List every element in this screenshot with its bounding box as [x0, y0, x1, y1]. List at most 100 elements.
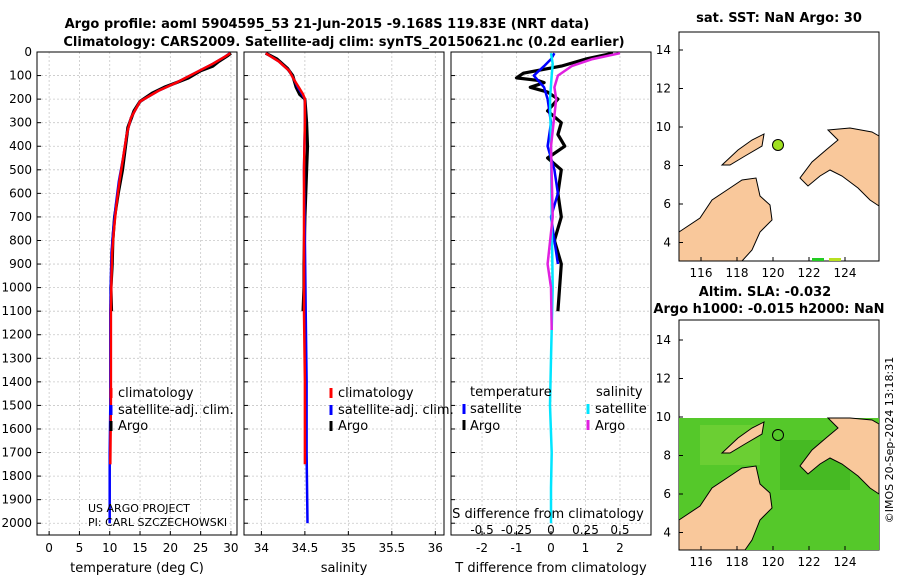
x-axis-label: T difference from climatology	[454, 561, 647, 576]
sst-map-title: sat. SST: NaN Argo: 30	[696, 11, 862, 26]
sla-map-subtitle: Argo h1000: -0.015 h2000: NaN	[653, 302, 884, 317]
legend-label-satellite: satellite-adj. clim.	[118, 403, 234, 418]
x-tick-label: 36	[428, 541, 443, 555]
series-line	[514, 51, 614, 312]
y-tick-label: 0	[24, 45, 32, 59]
x-tick-label: -2	[476, 541, 488, 555]
legend-label-satellite: satellite-adj. clim.	[338, 403, 454, 418]
map-y-tick-label: 10	[656, 410, 671, 424]
sst-map: 116 118 120 122 124 14 12 10 8 6 4	[656, 31, 880, 280]
timestamp: ©IMOS 20-Sep-2024 13:18:31	[883, 357, 896, 523]
sla-map: 116 118 120 122 124 14 12 10 8 6 4	[656, 319, 880, 569]
y-tick-label: 1600	[1, 422, 32, 436]
legend-label-argo: Argo	[338, 419, 368, 434]
series-line	[109, 51, 232, 312]
x-tick-label: 5	[76, 541, 84, 555]
y-tick-label: 1300	[1, 351, 32, 365]
y-tick-label: 1400	[1, 375, 32, 389]
x-tick-label: 35.5	[378, 541, 405, 555]
x-tick-label: 34	[254, 541, 269, 555]
x-tick-label: -1	[511, 541, 523, 555]
legend-title-temperature: temperature	[470, 385, 552, 400]
legend-label-climatology: climatology	[338, 386, 414, 401]
difference-panel: -2 -1 0 1 2 T difference from climatology	[450, 51, 652, 576]
project-name: US ARGO PROJECT	[88, 502, 190, 515]
map-y-tick-label: 14	[656, 333, 671, 347]
map-x-tick-label: 116	[690, 555, 713, 569]
legend-label-argo-sal: Argo	[595, 419, 625, 434]
land-flores	[799, 127, 880, 207]
map-x-tick-label: 120	[762, 266, 785, 280]
x-tick-label: 10	[102, 541, 117, 555]
y-tick-label: 1100	[1, 304, 32, 318]
float-position-marker	[772, 429, 784, 441]
map-y-tick-label: 12	[656, 82, 671, 96]
temperature-panel: 0100200300400500600700800900100011001200…	[1, 45, 238, 576]
x-tick-label: 0	[547, 541, 555, 555]
legend-label-sat-temp: satellite	[470, 402, 522, 417]
y-tick-label: 400	[9, 139, 32, 153]
x-tick-label: 25	[193, 541, 208, 555]
legend-label-climatology: climatology	[118, 386, 194, 401]
x-tick-label: 0	[45, 541, 53, 555]
land-sumba	[720, 133, 765, 166]
s-diff-tick-label: 0.25	[572, 523, 599, 537]
y-tick-label: 800	[9, 233, 32, 247]
map-x-tick-label: 118	[726, 266, 749, 280]
map-y-tick-label: 12	[656, 372, 671, 386]
axes-frame	[243, 51, 445, 536]
land-sumba	[720, 421, 765, 454]
legend-label-argo-temp: Argo	[470, 419, 500, 434]
y-tick-label: 1200	[1, 328, 32, 342]
y-tick-label: 1900	[1, 493, 32, 507]
map-x-tick-label: 116	[690, 266, 713, 280]
map-y-tick-label: 4	[663, 236, 671, 250]
sst-data-strip	[812, 258, 824, 261]
s-diff-tick-label: 0	[547, 523, 555, 537]
map-y-tick-label: 4	[663, 526, 671, 540]
y-tick-label: 1700	[1, 446, 32, 460]
y-tick-label: 2000	[1, 516, 32, 530]
float-position-marker	[772, 139, 784, 151]
legend-label-argo: Argo	[118, 419, 148, 434]
x-tick-label: 35	[341, 541, 356, 555]
map-x-tick-label: 118	[726, 555, 749, 569]
map-x-tick-label: 124	[834, 555, 857, 569]
s-diff-tick-labels: -0.5 -0.25 0 0.25 0.5	[470, 523, 629, 537]
sst-data-strip	[829, 258, 841, 261]
x-tick-label: 15	[132, 541, 147, 555]
map-y-tick-label: 10	[656, 120, 671, 134]
y-tick-label: 900	[9, 257, 32, 271]
y-tick-label: 300	[9, 116, 32, 130]
land-flores	[799, 417, 880, 495]
axes-frame	[450, 51, 652, 536]
s-diff-axis-label: S difference from climatology	[452, 507, 644, 522]
x-tick-label: 34.5	[292, 541, 319, 555]
y-tick-label: 700	[9, 210, 32, 224]
x-tick-label: 2	[616, 541, 624, 555]
title-line2: Climatology: CARS2009. Satellite-adj cli…	[63, 35, 624, 50]
map-x-tick-label: 122	[798, 555, 821, 569]
x-axis-label: salinity	[321, 561, 368, 576]
legend-title-salinity: salinity	[596, 385, 643, 400]
map-y-tick-label: 14	[656, 43, 671, 57]
land-timor-west	[678, 465, 773, 551]
y-tick-label: 500	[9, 163, 32, 177]
sst-map-ticks: 116 118 120 122 124 14 12 10 8 6 4	[656, 43, 857, 280]
map-y-tick-label: 8	[663, 159, 671, 173]
map-x-tick-label: 124	[834, 266, 857, 280]
project-pi: PI: CARL SZCZECHOWSKI	[88, 516, 227, 529]
sla-map-ticks: 116 118 120 122 124 14 12 10 8 6 4	[656, 333, 857, 569]
salinity-panel: 34 34.5 35 35.5 36 salinity	[243, 51, 445, 576]
y-tick-label: 1800	[1, 469, 32, 483]
map-y-tick-label: 6	[663, 197, 671, 211]
y-tick-label: 600	[9, 186, 32, 200]
temperature-legend: climatology satellite-adj. clim. Argo	[109, 386, 234, 434]
series-line	[265, 52, 307, 465]
series-line	[548, 53, 554, 524]
legend-label-sat-sal: satellite	[595, 402, 647, 417]
salinity-legend: climatology satellite-adj. clim. Argo	[329, 386, 454, 434]
series-line	[109, 52, 231, 465]
s-diff-tick-label: -0.25	[501, 523, 532, 537]
